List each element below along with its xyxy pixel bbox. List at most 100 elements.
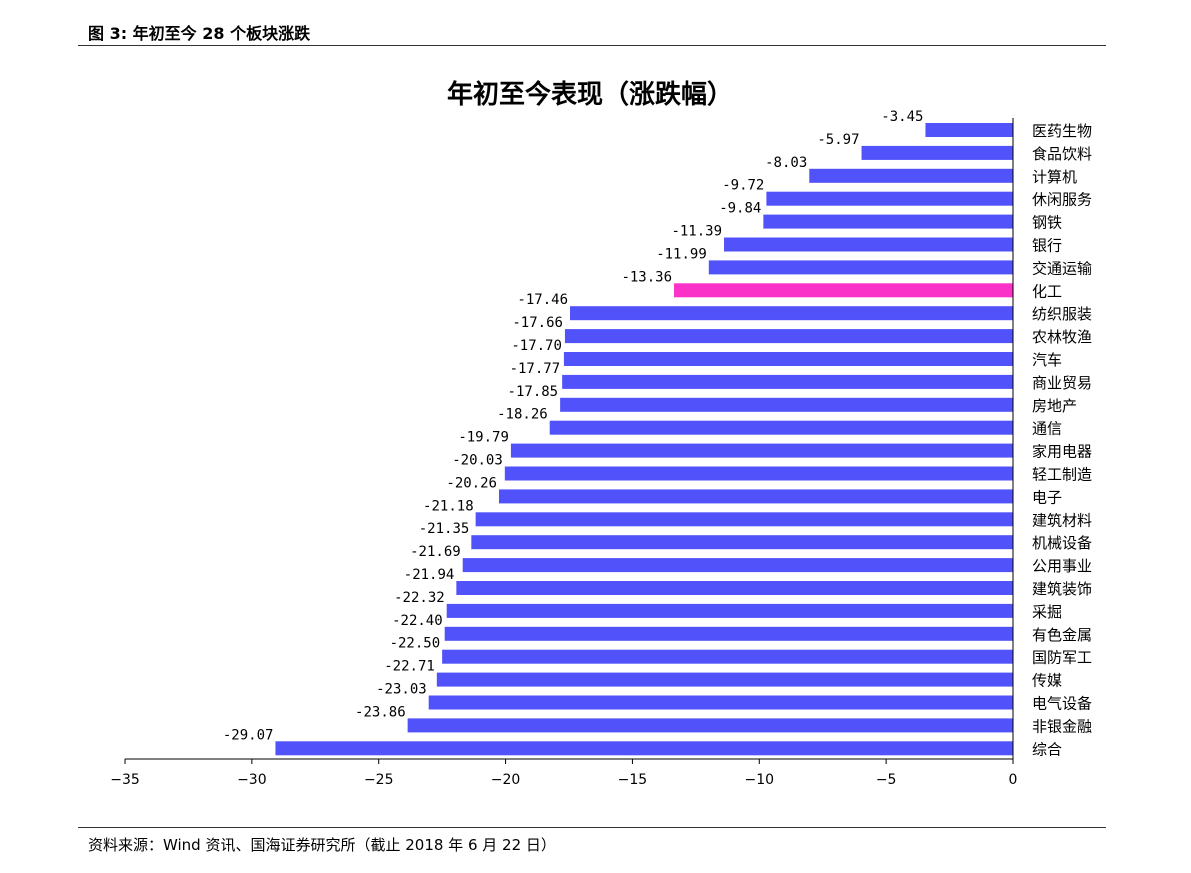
- value-label: -21.94: [404, 567, 455, 583]
- category-label: 采掘: [1032, 603, 1062, 621]
- value-label: -3.45: [881, 109, 923, 125]
- category-label: 医药生物: [1032, 122, 1092, 140]
- category-label: 纺织服装: [1032, 305, 1092, 323]
- category-label: 汽车: [1032, 351, 1062, 369]
- bar-19: [471, 535, 1013, 550]
- category-label: 轻工制造: [1032, 466, 1092, 484]
- category-label: 建筑装饰: [1032, 580, 1092, 598]
- value-label: -18.26: [497, 407, 548, 423]
- bar-7: [708, 260, 1013, 275]
- category-label: 化工: [1032, 282, 1062, 300]
- value-label: -17.66: [512, 315, 563, 331]
- bar-14: [549, 420, 1013, 435]
- bar-5: [763, 214, 1013, 229]
- x-tick-label: −10: [745, 772, 775, 788]
- bar-1: [925, 123, 1013, 137]
- bar-23: [444, 626, 1013, 641]
- value-label: -22.32: [394, 590, 445, 606]
- bottom-rule: [78, 827, 1106, 828]
- bar-8: [674, 283, 1013, 298]
- bar-13: [560, 397, 1013, 412]
- value-label: -11.39: [671, 224, 722, 240]
- figure-label: 图 3: 年初至今 28 个板块涨跌: [88, 24, 311, 43]
- bar-12: [562, 374, 1013, 389]
- value-label: -21.69: [410, 544, 461, 560]
- category-label: 电子: [1032, 488, 1062, 506]
- chart-title: 年初至今表现（涨跌幅）: [447, 79, 733, 110]
- bar-6: [724, 237, 1013, 252]
- value-label: -29.07: [223, 727, 274, 743]
- bar-15: [510, 443, 1013, 458]
- x-tick-label: −35: [110, 772, 140, 788]
- bar-2: [861, 145, 1013, 160]
- category-label: 综合: [1032, 740, 1062, 758]
- source-note: 资料来源：Wind 资讯、国海证券研究所（截止 2018 年 6 月 22 日）: [88, 836, 556, 854]
- category-label: 建筑材料: [1032, 511, 1092, 529]
- value-label: -11.99: [656, 246, 707, 262]
- category-label: 银行: [1032, 237, 1062, 255]
- category-label: 有色金属: [1032, 626, 1092, 644]
- value-label: -20.26: [446, 475, 497, 491]
- bar-4: [766, 191, 1013, 206]
- bar-25: [436, 672, 1014, 687]
- value-label: -21.18: [423, 498, 474, 514]
- bar-11: [563, 352, 1013, 366]
- category-label: 传媒: [1032, 672, 1062, 690]
- bar-21: [456, 581, 1014, 595]
- top-rule: [78, 45, 1106, 46]
- value-label: -5.97: [817, 132, 859, 148]
- category-label: 公用事业: [1032, 557, 1092, 575]
- x-tick-label: −30: [237, 772, 267, 788]
- category-label: 电气设备: [1032, 695, 1092, 713]
- value-label: -21.35: [419, 521, 470, 537]
- value-label: -17.85: [508, 384, 559, 400]
- value-label: -17.70: [511, 338, 562, 354]
- category-label: 钢铁: [1032, 214, 1062, 232]
- category-labels-group: 医药生物食品饮料计算机休闲服务钢铁银行交通运输化工纺织服装农林牧渔汽车商业贸易房…: [1032, 122, 1092, 758]
- bar-26: [428, 695, 1013, 710]
- bars-group: [275, 123, 1014, 756]
- category-label: 食品饮料: [1032, 145, 1092, 163]
- value-labels-group: -3.45 -5.97 -8.03-9.72 -9.84 -11.39 -11.99 -13…: [223, 109, 924, 743]
- value-label: -8.03: [765, 155, 807, 171]
- value-label: -22.40: [392, 613, 443, 629]
- category-label: 交通运输: [1032, 259, 1092, 277]
- value-label: -9.84: [719, 201, 761, 217]
- value-label: -23.86: [355, 704, 406, 720]
- category-label: 房地产: [1032, 397, 1077, 415]
- value-label: -23.03: [376, 682, 427, 698]
- bar-17: [498, 489, 1013, 504]
- bar-27: [407, 718, 1014, 733]
- category-label: 农林牧渔: [1032, 328, 1092, 346]
- bar-10: [564, 329, 1013, 344]
- bar-24: [442, 649, 1014, 664]
- value-label: -9.72: [722, 178, 764, 194]
- bar-16: [504, 466, 1013, 481]
- value-label: -22.50: [390, 636, 441, 652]
- x-tick-label: −20: [491, 772, 521, 788]
- value-label: -22.71: [384, 659, 435, 675]
- category-label: 计算机: [1032, 168, 1077, 186]
- bar-3: [809, 168, 1013, 183]
- bar-18: [475, 512, 1013, 527]
- category-label: 国防军工: [1032, 649, 1092, 667]
- bar-9: [570, 306, 1013, 321]
- value-label: -17.77: [510, 361, 561, 377]
- x-tick-label: −25: [364, 772, 394, 788]
- category-label: 商业贸易: [1032, 374, 1092, 392]
- x-tick-label: −15: [618, 772, 648, 788]
- value-label: -20.03: [452, 453, 503, 469]
- category-label: 机械设备: [1032, 534, 1092, 552]
- category-label: 非银金融: [1032, 717, 1092, 735]
- bar-20: [462, 558, 1013, 573]
- axes-group: −35 −30 −25 −20 −15 −10 −5 0: [110, 118, 1017, 788]
- value-label: -17.46: [517, 292, 568, 308]
- bar-28: [275, 741, 1013, 756]
- x-tick-label: −5: [876, 772, 897, 788]
- bar-22: [446, 603, 1013, 618]
- category-label: 通信: [1032, 420, 1062, 438]
- category-label: 家用电器: [1032, 443, 1092, 461]
- category-label: 休闲服务: [1032, 191, 1092, 209]
- value-label: -19.79: [458, 430, 509, 446]
